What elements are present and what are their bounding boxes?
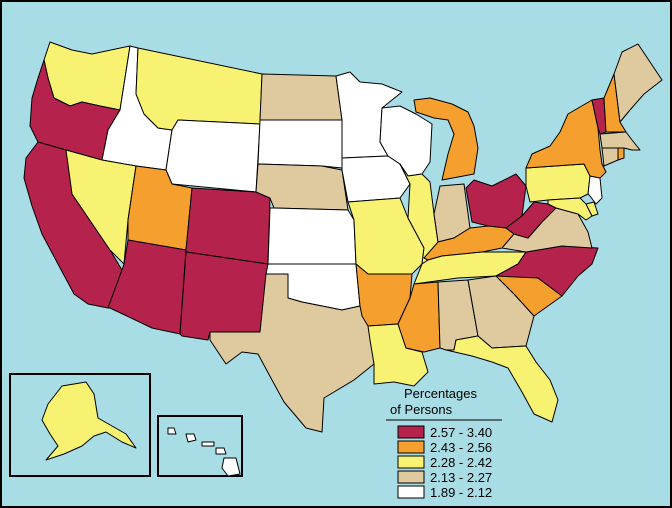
state-pennsylvania bbox=[525, 163, 591, 203]
state-wyoming bbox=[165, 119, 261, 193]
state-new-mexico bbox=[179, 251, 269, 341]
state-south-dakota bbox=[257, 119, 343, 169]
hawaii-island-molokai bbox=[201, 441, 215, 447]
legend-label: 2.13 - 2.27 bbox=[430, 470, 492, 485]
legend-label: 1.89 - 2.12 bbox=[430, 485, 492, 500]
alaska-inset-box bbox=[9, 373, 151, 477]
hawaii-island-oahu bbox=[185, 433, 197, 443]
legend-label: 2.43 - 2.56 bbox=[430, 440, 492, 455]
hawaii-inset-box bbox=[157, 415, 243, 477]
hawaii-island-kauai bbox=[167, 427, 177, 435]
state-new-york bbox=[525, 99, 607, 179]
state-rhode-island bbox=[617, 147, 625, 161]
hawaii-island-big bbox=[221, 457, 241, 477]
legend-title-line1: Percentages bbox=[404, 386, 477, 401]
legend-swatch bbox=[397, 470, 425, 484]
state-nevada bbox=[65, 149, 137, 265]
state-north-carolina bbox=[495, 245, 599, 297]
legend-swatch bbox=[397, 440, 425, 454]
state-massachusetts bbox=[599, 131, 641, 151]
map-legend: Percentages of Persons 2.57 - 3.402.43 -… bbox=[386, 386, 502, 500]
state-kansas bbox=[267, 207, 357, 265]
state-montana bbox=[135, 47, 263, 131]
state-connecticut bbox=[601, 147, 619, 167]
legend-label: 2.28 - 2.42 bbox=[430, 455, 492, 470]
state-florida bbox=[445, 335, 559, 423]
legend-title-line2: of Persons bbox=[390, 402, 453, 417]
state-alaska bbox=[41, 381, 137, 461]
state-missouri bbox=[347, 197, 425, 275]
hawaii-island-maui bbox=[215, 447, 227, 455]
state-north-dakota bbox=[259, 73, 343, 121]
state-delaware bbox=[585, 201, 599, 217]
state-michigan bbox=[413, 97, 479, 181]
state-hawaii bbox=[167, 427, 241, 477]
legend-swatch bbox=[397, 455, 425, 469]
state-vermont bbox=[591, 97, 607, 135]
legend-label: 2.57 - 3.40 bbox=[430, 425, 492, 440]
state-maine bbox=[613, 43, 663, 123]
state-colorado bbox=[185, 187, 271, 265]
state-new-hampshire bbox=[603, 73, 627, 133]
state-new-jersey bbox=[587, 175, 603, 205]
legend-swatch bbox=[397, 485, 425, 499]
legend-swatch bbox=[397, 425, 425, 439]
state-texas bbox=[209, 273, 375, 433]
state-mississippi bbox=[397, 281, 441, 353]
state-maryland bbox=[547, 197, 593, 221]
